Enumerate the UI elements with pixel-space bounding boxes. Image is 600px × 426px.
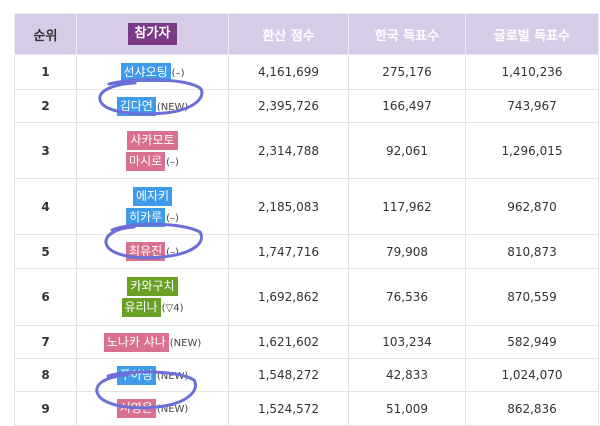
participant-name[interactable]: 서영은 bbox=[116, 399, 156, 418]
korea-votes-cell: 166,497 bbox=[348, 89, 466, 123]
participant-cell: 선샤오팅 (–) bbox=[76, 54, 229, 90]
header-participant-pill: 참가자 bbox=[127, 23, 178, 45]
table-row: 4 에자키 히카루 (–) 2,185,083 117,962 962,870 bbox=[14, 178, 599, 235]
table-row: 8 푸아닝 (NEW) 1,548,272 42,833 1,024,070 bbox=[14, 358, 599, 392]
converted-score-cell: 1,621,602 bbox=[228, 325, 349, 359]
converted-score-cell: 2,185,083 bbox=[228, 178, 349, 235]
korea-votes-cell: 117,962 bbox=[348, 178, 466, 235]
rank-cell: 4 bbox=[14, 178, 77, 235]
converted-score-cell: 1,692,862 bbox=[228, 268, 349, 326]
header-converted-score: 환산 점수 bbox=[228, 13, 349, 55]
converted-score-cell: 2,395,726 bbox=[228, 89, 349, 123]
rank-change-tag: (–) bbox=[171, 67, 185, 79]
participant-name[interactable]: 에자키 bbox=[132, 186, 173, 206]
global-votes-cell: 1,410,236 bbox=[465, 54, 599, 90]
participant-cell: 서영은 (NEW) bbox=[76, 391, 229, 426]
korea-votes-cell: 275,176 bbox=[348, 54, 466, 90]
global-votes-cell: 862,836 bbox=[465, 391, 599, 426]
global-votes-cell: 810,873 bbox=[465, 234, 599, 269]
korea-votes-cell: 79,908 bbox=[348, 234, 466, 269]
rank-cell: 2 bbox=[14, 89, 77, 123]
participant-name[interactable]: 푸아닝 bbox=[116, 365, 156, 385]
rank-change-tag: (–) bbox=[166, 212, 179, 224]
participant-cell: 김다연 (NEW) bbox=[76, 89, 229, 123]
rank-cell: 6 bbox=[14, 268, 77, 326]
rank-change-tag: (NEW) bbox=[156, 101, 189, 113]
global-votes-cell: 1,296,015 bbox=[465, 122, 599, 179]
converted-score-cell: 1,524,572 bbox=[228, 391, 349, 426]
global-votes-cell: 743,967 bbox=[465, 89, 599, 123]
participant-name[interactable]: 김다연 bbox=[116, 96, 156, 116]
korea-votes-cell: 42,833 bbox=[348, 358, 466, 392]
participant-cell: 사카모토 마시로 (–) bbox=[76, 122, 229, 179]
table-row: 2 김다연 (NEW) 2,395,726 166,497 743,967 bbox=[14, 89, 599, 123]
rank-cell: 9 bbox=[14, 391, 77, 426]
participant-name[interactable]: 선샤오팅 bbox=[120, 62, 171, 82]
participant-name[interactable]: 사카모토 bbox=[127, 130, 178, 150]
table-row: 7 노나카 샤나 (NEW) 1,621,602 103,234 582,949 bbox=[14, 325, 599, 359]
participant-name[interactable]: 카와구치 bbox=[127, 277, 178, 296]
rank-cell: 1 bbox=[14, 54, 77, 90]
global-votes-cell: 962,870 bbox=[465, 178, 599, 235]
participant-cell: 최유진 (–) bbox=[76, 234, 229, 269]
participant-name[interactable]: 노나카 샤나 bbox=[103, 332, 169, 352]
rank-change-tag: (NEW) bbox=[156, 404, 189, 415]
header-participant: 참가자 bbox=[76, 13, 229, 55]
global-votes-cell: 582,949 bbox=[465, 325, 599, 359]
table-row: 3 사카모토 마시로 (–) 2,314,788 92,061 1,296,015 bbox=[14, 122, 599, 179]
table-row: 5 최유진 (–) 1,747,716 79,908 810,873 bbox=[14, 234, 599, 269]
header-rank: 순위 bbox=[14, 13, 77, 55]
rank-change-tag: (NEW) bbox=[169, 337, 202, 349]
rank-cell: 5 bbox=[14, 234, 77, 269]
rank-cell: 3 bbox=[14, 122, 77, 179]
participant-name[interactable]: 유리나 bbox=[121, 298, 161, 317]
converted-score-cell: 1,548,272 bbox=[228, 358, 349, 392]
global-votes-cell: 1,024,070 bbox=[465, 358, 599, 392]
participant-name[interactable]: 히카루 bbox=[126, 207, 166, 227]
korea-votes-cell: 92,061 bbox=[348, 122, 466, 179]
header-global-votes: 글로벌 득표수 bbox=[465, 13, 599, 55]
ranking-table: 순위 참가자 환산 점수 한국 득표수 글로벌 득표수 1 선샤오팅 (–) 4,16… bbox=[14, 13, 599, 426]
rank-change-tag: (NEW) bbox=[156, 370, 189, 382]
ranking-table-container: 순위 참가자 환산 점수 한국 득표수 글로벌 득표수 1 선샤오팅 (–) 4,16… bbox=[14, 13, 599, 426]
participant-cell: 푸아닝 (NEW) bbox=[76, 358, 229, 392]
rank-change-tag: (–) bbox=[166, 156, 179, 168]
converted-score-cell: 4,161,699 bbox=[228, 54, 349, 90]
global-votes-cell: 870,559 bbox=[465, 268, 599, 326]
header-korea-votes: 한국 득표수 bbox=[348, 13, 466, 55]
participant-cell: 노나카 샤나 (NEW) bbox=[76, 325, 229, 359]
rank-change-tag: (▽4) bbox=[161, 303, 184, 314]
korea-votes-cell: 103,234 bbox=[348, 325, 466, 359]
table-header-row: 순위 참가자 환산 점수 한국 득표수 글로벌 득표수 bbox=[14, 13, 599, 55]
table-row: 1 선샤오팅 (–) 4,161,699 275,176 1,410,236 bbox=[14, 54, 599, 90]
participant-cell: 에자키 히카루 (–) bbox=[76, 178, 229, 235]
rank-cell: 8 bbox=[14, 358, 77, 392]
table-row: 9 서영은 (NEW) 1,524,572 51,009 862,836 bbox=[14, 391, 599, 426]
rank-cell: 7 bbox=[14, 325, 77, 359]
converted-score-cell: 2,314,788 bbox=[228, 122, 349, 179]
participant-name[interactable]: 마시로 bbox=[126, 151, 166, 171]
rank-change-tag: (–) bbox=[166, 247, 179, 258]
participant-name[interactable]: 최유진 bbox=[126, 242, 166, 261]
table-row: 6 카와구치 유리나 (▽4) 1,692,862 76,536 870,559 bbox=[14, 268, 599, 326]
korea-votes-cell: 51,009 bbox=[348, 391, 466, 426]
korea-votes-cell: 76,536 bbox=[348, 268, 466, 326]
converted-score-cell: 1,747,716 bbox=[228, 234, 349, 269]
